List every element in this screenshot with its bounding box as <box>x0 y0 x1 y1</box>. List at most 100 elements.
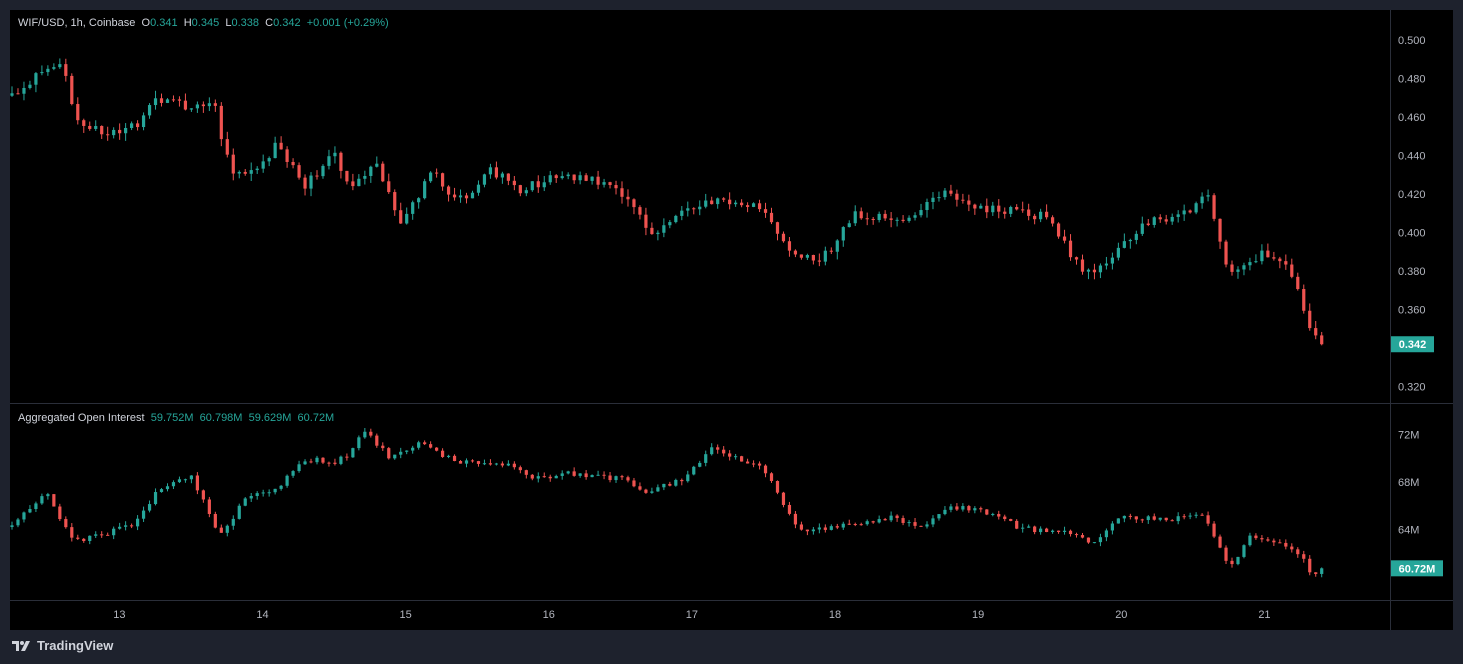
oi-candle-body <box>823 527 827 530</box>
price-candle-body <box>237 171 241 174</box>
price-legend: WIF/USD, 1h, Coinbase O0.341 H0.345 L0.3… <box>18 17 389 29</box>
time-tick-label: 18 <box>829 609 841 621</box>
oi-candle-body <box>805 529 809 532</box>
low-label: L <box>225 17 232 29</box>
oi-candle-body <box>847 523 851 525</box>
oi-candle-body <box>506 463 510 466</box>
price-candle-body <box>913 215 917 218</box>
low-value: 0.338 <box>231 17 259 29</box>
price-candle-body <box>710 200 714 205</box>
price-candle-body <box>261 161 265 169</box>
oi-candle-body <box>446 455 451 457</box>
oi-candle-body <box>548 476 552 479</box>
open-label: O <box>141 17 151 29</box>
oi-candle-body <box>411 447 415 451</box>
price-candle-body <box>991 205 995 213</box>
price-candle-body <box>1176 214 1180 217</box>
price-candle-body <box>106 134 110 136</box>
price-candle-body <box>267 158 271 162</box>
price-tick-label: 0.440 <box>1398 150 1426 162</box>
price-candle-body <box>817 260 821 262</box>
price-candle-body <box>674 215 678 223</box>
tradingview-logo[interactable]: TradingView <box>12 638 113 653</box>
price-candle-body <box>273 142 277 159</box>
oi-candle-body <box>1200 514 1204 516</box>
oi-candle-body <box>297 464 301 472</box>
symbol-label: WIF/USD, 1h, Coinbase <box>18 17 136 29</box>
price-candle-body <box>1045 211 1049 218</box>
oi-candle-body <box>1230 560 1234 565</box>
oi-candle-body <box>1146 516 1150 521</box>
price-tick-label: 0.380 <box>1398 266 1426 278</box>
price-candle-body <box>1098 265 1103 273</box>
price-candle-body <box>805 255 809 258</box>
price-candle-body <box>381 163 385 182</box>
oi-candle-body <box>590 475 594 478</box>
price-candle-body <box>686 208 690 211</box>
oi-candle-body <box>1033 526 1037 533</box>
price-candle-body <box>417 198 421 203</box>
price-candle-body <box>740 202 744 206</box>
tradingview-icon <box>12 640 30 651</box>
price-candle-body <box>16 93 20 95</box>
oi-candle-body <box>1027 526 1031 528</box>
oi-candle-body <box>1224 547 1228 561</box>
oi-candle-body <box>106 534 110 536</box>
price-candle-body <box>369 166 373 176</box>
price-candle-body <box>464 195 469 199</box>
price-candle-body <box>835 240 839 252</box>
price-candle-body <box>626 196 630 200</box>
oi-candle-body <box>626 477 630 481</box>
oi-candle-body <box>829 526 833 530</box>
price-candle-body <box>1320 335 1324 345</box>
oi-candle-body <box>201 490 205 500</box>
price-candle-body <box>1272 257 1276 259</box>
price-candle-body <box>572 174 576 181</box>
oi-candle-body <box>321 457 325 463</box>
price-candle-body <box>219 105 223 140</box>
oi-candle-body <box>94 534 98 536</box>
price-candle-body <box>931 197 935 203</box>
price-candle-body <box>865 218 869 220</box>
oi-candle-body <box>267 492 271 494</box>
price-candle-body <box>100 126 104 135</box>
oi-value-3: 59.629M <box>248 412 292 424</box>
oi-candle-body <box>375 435 379 446</box>
price-tick-label: 0.500 <box>1398 35 1426 47</box>
price-candle-body <box>1092 269 1097 273</box>
oi-candle-body <box>1056 530 1061 532</box>
oi-candle-body <box>1314 572 1318 574</box>
oi-candle-body <box>16 519 20 526</box>
price-candle-body <box>195 104 199 109</box>
oi-candle-body <box>1266 539 1270 541</box>
oi-candle-body <box>925 524 929 527</box>
price-candle-body <box>153 98 158 106</box>
price-candle-body <box>1074 257 1079 260</box>
oi-candle-body <box>1009 519 1013 521</box>
price-candle-body <box>763 209 768 213</box>
price-candle-body <box>949 190 953 194</box>
price-candle-body <box>698 206 702 210</box>
oi-candle-body <box>596 474 600 476</box>
oi-candle-body <box>536 476 540 479</box>
price-candle-body <box>734 202 738 205</box>
oi-badge-label: 60.72M <box>1399 563 1436 575</box>
price-candle-body <box>118 129 122 134</box>
oi-candle-body <box>919 525 923 527</box>
price-candle-body <box>937 197 941 199</box>
oi-candle-body <box>751 463 756 465</box>
price-candle-body <box>1152 217 1156 225</box>
oi-candle-body <box>488 463 493 465</box>
oi-candle-body <box>1296 549 1300 555</box>
price-candle-body <box>877 213 881 221</box>
oi-candle-body <box>674 479 678 486</box>
oi-candle-body <box>560 473 564 476</box>
price-candle-body <box>423 181 427 199</box>
price-candle-body <box>1164 219 1168 222</box>
price-candle-body <box>518 185 522 194</box>
oi-candle-body <box>769 473 774 482</box>
oi-candle-body <box>835 526 839 528</box>
oi-candle-body <box>52 494 56 507</box>
price-candle-body <box>243 171 247 174</box>
